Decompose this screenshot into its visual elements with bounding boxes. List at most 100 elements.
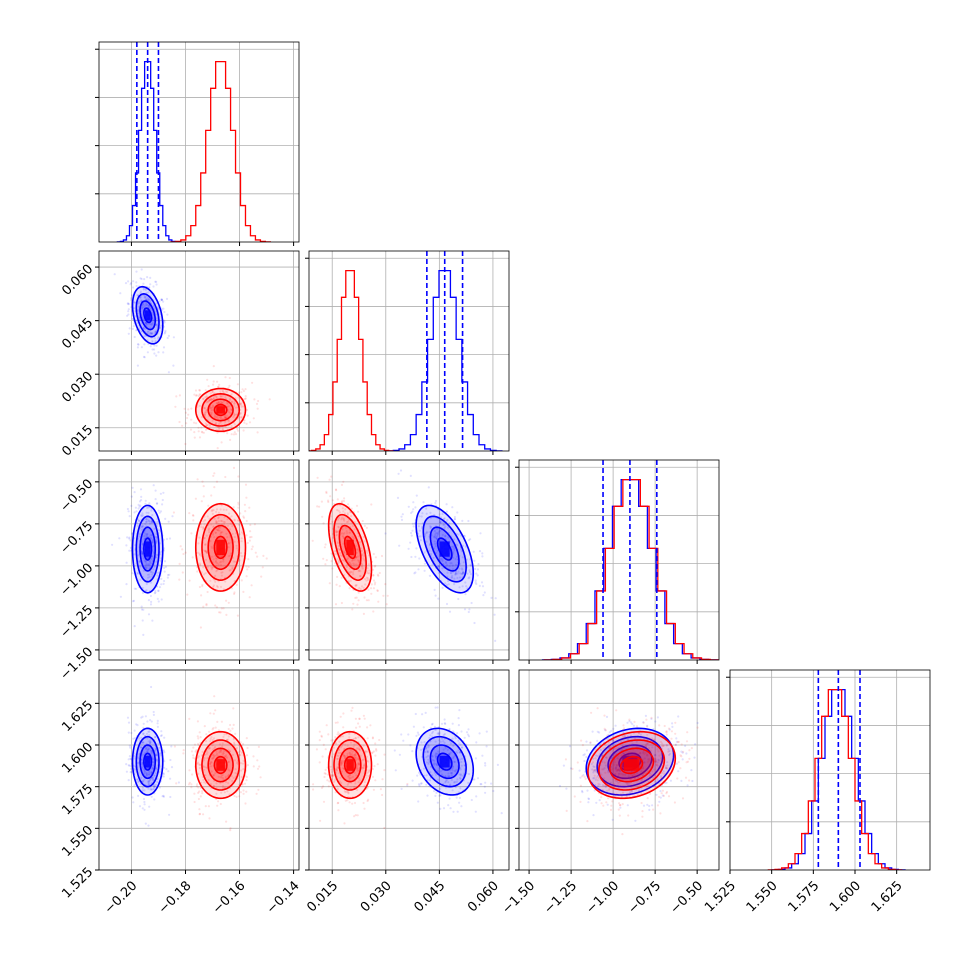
scatter-point [209, 579, 212, 582]
y-tick-label: −0.50 [58, 477, 97, 516]
scatter-point [206, 515, 209, 518]
scatter-point [469, 563, 472, 567]
scatter-point [222, 560, 225, 563]
scatter-point [362, 554, 365, 558]
scatter-point [160, 298, 163, 302]
scatter-point [326, 779, 329, 782]
scatter-point [346, 744, 349, 747]
scatter-point [237, 396, 240, 399]
scatter-point [224, 416, 227, 419]
scatter-point [210, 408, 213, 411]
scatter-point [200, 781, 203, 784]
scatter-point [433, 529, 436, 533]
scatter-point [140, 525, 143, 528]
scatter-point [132, 599, 136, 602]
scatter-point [435, 535, 439, 538]
scatter-point [217, 526, 220, 530]
scatter-point [340, 744, 344, 748]
scatter-point [190, 418, 193, 421]
hist-panel-1 [305, 250, 510, 455]
scatter-point [149, 741, 152, 745]
scatter-point [426, 754, 430, 758]
scatter-point [148, 300, 152, 303]
scatter-point [647, 758, 650, 761]
scatter-point [227, 773, 230, 776]
scatter-point [242, 768, 245, 771]
scatter-point [444, 582, 447, 585]
scatter-point [146, 737, 149, 740]
scatter-point [613, 783, 616, 786]
scatter-point [229, 723, 232, 727]
scatter-point [214, 580, 217, 583]
scatter-point [141, 305, 144, 308]
scatter-point [334, 736, 337, 739]
scatter-point [442, 748, 445, 751]
scatter-point [193, 800, 196, 804]
scatter-point [212, 737, 216, 740]
scatter-point [192, 754, 195, 757]
scatter-point [204, 550, 208, 553]
scatter-point [650, 717, 653, 721]
scatter-point [669, 752, 672, 755]
scatter-point [437, 565, 440, 568]
scatter-point [594, 778, 597, 781]
x-tick-label: −0.18 [156, 878, 195, 917]
scatter-point [125, 561, 128, 564]
scatter-point [237, 503, 240, 506]
scatter-point [479, 783, 482, 786]
scatter-point [496, 763, 499, 767]
scatter-point [634, 819, 637, 822]
scatter-point [467, 772, 471, 776]
scatter-point [383, 769, 386, 772]
scatter-point [153, 337, 156, 340]
scatter-point [211, 566, 214, 569]
scatter-point [677, 761, 680, 764]
scatter-point [371, 775, 375, 779]
scatter-point [435, 752, 438, 756]
scatter-point [236, 760, 239, 764]
hist-panel-2 [515, 459, 720, 664]
scatter-point [438, 530, 441, 533]
scatter-point [346, 512, 349, 515]
scatter-point [350, 507, 353, 510]
scatter-point [450, 771, 453, 775]
scatter-point [345, 566, 348, 569]
scatter-point [400, 515, 403, 518]
scatter-point [631, 784, 634, 787]
scatter-point [347, 520, 350, 523]
scatter-point [198, 552, 201, 555]
scatter-panel-2-1 [305, 459, 510, 664]
scatter-point [449, 742, 453, 745]
scatter-point [154, 489, 157, 492]
scatter-point [214, 745, 217, 748]
scatter-point [233, 413, 236, 416]
scatter-point [227, 386, 230, 389]
scatter-point [131, 327, 134, 330]
scatter-point [162, 772, 165, 775]
scatter-point [203, 536, 206, 540]
scatter-point [149, 332, 152, 335]
scatter-point [337, 801, 340, 805]
scatter-point [454, 558, 457, 561]
scatter-point [142, 569, 145, 572]
scatter-point [147, 563, 150, 566]
scatter-point [336, 785, 339, 788]
scatter-point [147, 519, 150, 522]
scatter-point [467, 539, 470, 542]
scatter-point [140, 551, 143, 554]
scatter-point [150, 771, 153, 774]
scatter-point [245, 496, 248, 499]
contour-line [131, 504, 164, 594]
scatter-point [352, 745, 355, 748]
scatter-point [154, 591, 157, 594]
scatter-point [358, 748, 361, 751]
scatter-point [214, 531, 217, 534]
scatter-point [218, 611, 221, 614]
scatter-point [460, 746, 463, 749]
scatter-point [216, 720, 219, 724]
scatter-point [164, 565, 167, 569]
scatter-point [334, 603, 338, 606]
scatter-point [152, 710, 155, 714]
scatter-point [342, 499, 346, 503]
scatter-point [316, 505, 319, 508]
